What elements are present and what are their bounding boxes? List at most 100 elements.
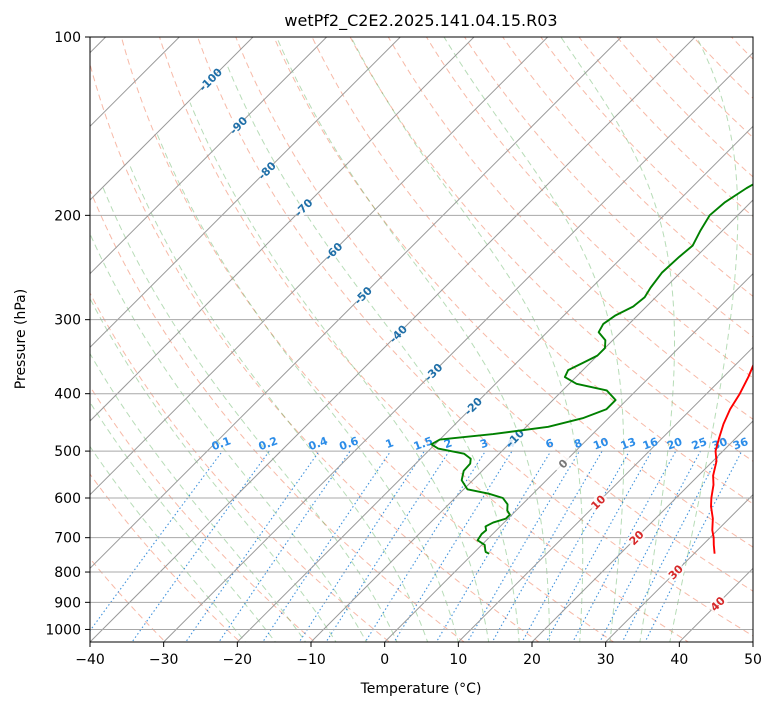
- mixing-ratio-label: 36: [731, 435, 750, 453]
- dry-adiabat-line: [387, 37, 753, 420]
- isotherm-label-bg: [706, 593, 729, 615]
- moist-adiabat-line: [350, 37, 584, 642]
- mixing-ratio-label: 20: [665, 435, 684, 453]
- isotherm-label-bg: [587, 491, 609, 513]
- mixing-ratio-line: [491, 450, 603, 642]
- moist-adiabat-line: [90, 232, 368, 642]
- isotherm-line: [90, 37, 549, 496]
- x-axis-ticks: −40 −30 −20 −10 0 10 20 30 40 50: [75, 642, 762, 668]
- isotherm-label-bg: [462, 395, 484, 417]
- y-tick-label: 400: [54, 387, 81, 403]
- isotherm-label-bg: [227, 114, 249, 137]
- mixing-ratio-line: [644, 450, 743, 642]
- isotherm-line: [90, 37, 475, 422]
- moist-adiabat-line: [443, 37, 625, 642]
- x-tick-label: 0: [380, 652, 389, 668]
- isotherm-label-bg: [199, 68, 222, 91]
- dry-adiabat-line: [158, 37, 690, 642]
- x-tick-label: −20: [223, 652, 253, 668]
- y-tick-label: 600: [54, 491, 81, 507]
- y-tick-label: 700: [54, 531, 81, 547]
- y-tick-label: 1000: [45, 622, 81, 638]
- isotherm-label-bg: [352, 284, 374, 307]
- isotherm-line: [90, 37, 402, 349]
- y-axis-ticks: 100 200 300 400 500 600 700 800 900 1000: [45, 30, 90, 638]
- mixing-ratio-line: [298, 450, 425, 642]
- x-tick-label: 40: [670, 652, 688, 668]
- moist-adiabat-line: [276, 37, 550, 642]
- dry-adiabat-line: [197, 37, 753, 637]
- moist-adiabat-line: [128, 164, 429, 642]
- moist-adiabat-line: [102, 187, 398, 642]
- y-tick-label: 900: [54, 595, 81, 611]
- y-tick-label: 800: [54, 565, 81, 581]
- mixing-ratio-line: [545, 450, 653, 642]
- mixing-ratio-line: [218, 450, 351, 642]
- dry-adiabat-line: [349, 37, 753, 462]
- moist-adiabat-line: [560, 37, 676, 642]
- mixing-ratio-label: 0.4: [307, 434, 330, 453]
- mixing-ratio-line: [466, 450, 580, 642]
- isotherm-label-bg: [625, 527, 647, 549]
- isotherm-label-bg: [422, 361, 445, 383]
- mixing-ratio-label: 2: [442, 436, 454, 451]
- mixing-ratio-line: [262, 450, 392, 642]
- dry-adiabat-line: [90, 385, 316, 642]
- x-tick-label: 20: [523, 652, 541, 668]
- moist-adiabat-line: [90, 352, 307, 642]
- mixing-ratio-label: 10: [591, 435, 610, 453]
- y-axis-title: Pressure (hPa): [13, 289, 29, 389]
- isotherm-label-bg: [504, 427, 526, 449]
- x-tick-label: 50: [744, 652, 762, 668]
- mixing-ratio-label: 13: [619, 435, 638, 452]
- moist-adiabat-line: [90, 401, 276, 642]
- dewpoint-line: [430, 183, 753, 555]
- dry-adiabat-line: [616, 37, 753, 178]
- mixing-ratio-line: [185, 450, 320, 642]
- isotherm-label-bg: [256, 159, 278, 182]
- isotherm-line: [457, 346, 753, 642]
- moist-adiabat-line: [189, 102, 490, 642]
- x-tick-label: −10: [296, 652, 326, 668]
- moist-adiabat-line: [90, 445, 246, 642]
- dry-adiabat-line: [654, 37, 753, 139]
- dry-adiabat-line: [120, 37, 615, 642]
- isotherm-label-bg: [664, 561, 687, 583]
- isotherm-line: [236, 125, 753, 642]
- mixing-ratio-label: 6: [544, 436, 556, 451]
- isotherm-label-bg: [292, 196, 315, 219]
- mixing-ratio-label: 25: [690, 435, 709, 452]
- y-tick-label: 300: [54, 313, 81, 329]
- mixing-ratio-line: [435, 450, 552, 642]
- isotherm-line: [531, 420, 753, 642]
- y-tick-label: 100: [54, 30, 81, 46]
- mixing-ratio-line: [131, 450, 270, 642]
- isotherm-line: [310, 199, 753, 642]
- dry-adiabat-line: [540, 37, 753, 257]
- y-tick-label: 200: [54, 208, 81, 224]
- dry-adiabat-line: [235, 37, 753, 592]
- isotherm-line: [90, 37, 623, 570]
- mixing-ratio-label: 0.6: [338, 434, 361, 453]
- isotherm-line: [162, 51, 753, 642]
- mixing-ratio-label: 0.1: [210, 434, 233, 453]
- series-group: [430, 183, 753, 555]
- dry-adiabat-line: [90, 188, 465, 642]
- isotherm-line: [383, 272, 753, 642]
- y-tick-label: 500: [54, 444, 81, 460]
- x-axis-title: Temperature (°C): [360, 681, 482, 697]
- plot-frame: [89, 36, 754, 643]
- mixing-ratio-label: 0.2: [257, 434, 280, 453]
- temperature-line: [710, 363, 753, 554]
- mixing-ratio-label: 16: [641, 435, 660, 453]
- chart-title: wetPf2_C2E2.2025.141.04.15.R03: [284, 11, 557, 31]
- x-tick-label: 30: [597, 652, 615, 668]
- dry-adiabat-line: [425, 37, 753, 379]
- dry-adiabat-line: [311, 37, 753, 505]
- mixing-ratio-label: 1: [384, 436, 396, 451]
- x-tick-label: −30: [149, 652, 179, 668]
- mixing-ratio-label: 30: [710, 435, 729, 453]
- moist-adiabat-line: [669, 37, 739, 642]
